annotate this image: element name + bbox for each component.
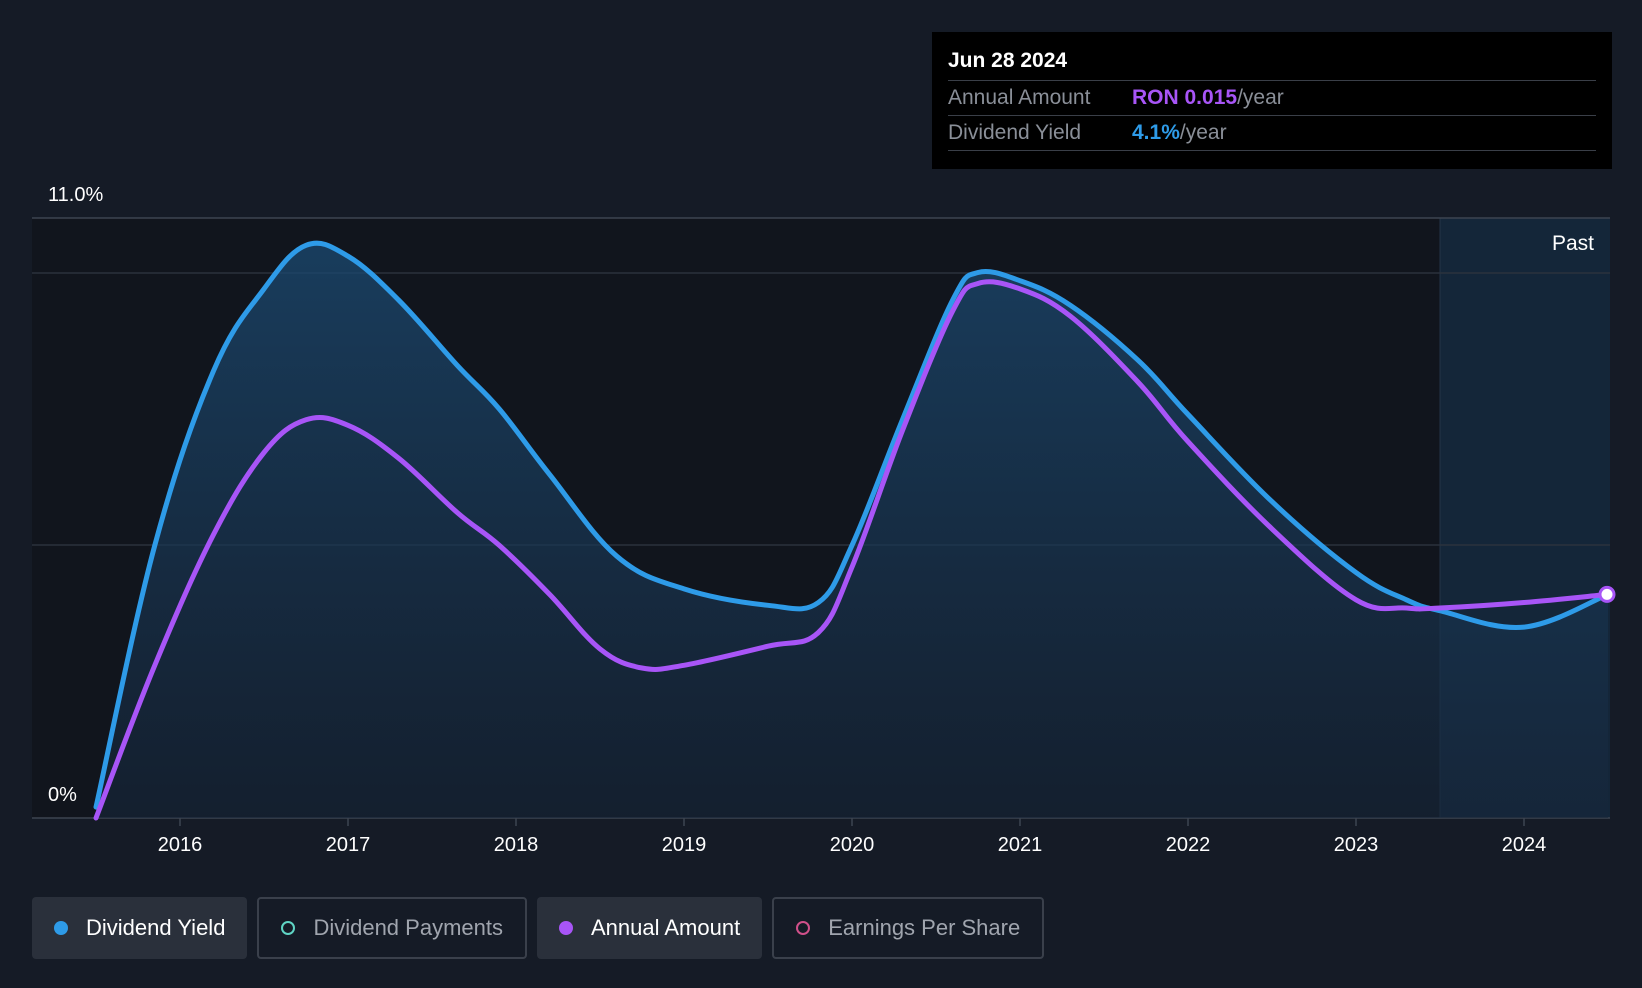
legend-dividend-yield[interactable]: Dividend Yield xyxy=(32,897,248,959)
tooltip-value: RON 0.015/year xyxy=(1132,81,1284,115)
past-label: Past xyxy=(1552,232,1594,255)
x-tick-label: 2023 xyxy=(1334,834,1379,856)
hollow-circle-icon xyxy=(796,921,811,935)
dividend-yield-area xyxy=(96,243,1608,819)
x-tick-label: 2021 xyxy=(998,834,1043,856)
x-tick-label: 2018 xyxy=(494,834,539,856)
legend-label: Annual Amount xyxy=(590,915,741,940)
legend-annual-amount[interactable]: Annual Amount xyxy=(536,897,763,959)
y-tick-label-min: 0% xyxy=(48,784,77,806)
tooltip-row-dividend-yield: Dividend Yield 4.1%/year xyxy=(948,116,1596,151)
legend-earnings-per-share[interactable]: Earnings Per Share xyxy=(772,897,1045,959)
hollow-circle-icon xyxy=(281,921,296,935)
x-tick-label: 2019 xyxy=(662,834,707,856)
x-tick-label: 2024 xyxy=(1502,834,1547,856)
unit-label: /year xyxy=(1179,121,1227,144)
annual-amount-value: RON 0.015 xyxy=(1132,86,1238,109)
tooltip: Jun 28 2024 Annual Amount RON 0.015/year… xyxy=(932,32,1612,169)
x-tick-label: 2017 xyxy=(326,834,371,856)
tooltip-label: Dividend Yield xyxy=(948,121,1082,144)
dividend-yield-line xyxy=(93,240,1611,810)
legend: Dividend Yield Dividend Payments Annual … xyxy=(32,897,1045,959)
x-tick-label: 2020 xyxy=(830,834,875,856)
y-tick-label-max: 11.0% xyxy=(48,184,103,206)
tooltip-value: 4.1%/year xyxy=(1132,116,1227,150)
legend-label: Dividend Payments xyxy=(313,915,503,940)
filled-circle-icon xyxy=(558,921,573,935)
dividend-yield-value: 4.1% xyxy=(1132,121,1180,144)
tooltip-label: Annual Amount xyxy=(948,86,1091,109)
filled-circle-icon xyxy=(54,921,68,935)
x-tick-label: 2016 xyxy=(158,834,203,856)
unit-label: /year xyxy=(1237,86,1284,109)
current-value-marker[interactable] xyxy=(1598,585,1616,603)
legend-label: Dividend Yield xyxy=(86,915,226,940)
annual-amount-line xyxy=(93,279,1611,821)
x-tick-label: 2022 xyxy=(1166,834,1211,856)
legend-label: Earnings Per Share xyxy=(828,915,1021,940)
legend-dividend-payments[interactable]: Dividend Payments xyxy=(257,897,527,959)
tooltip-row-annual-amount: Annual Amount RON 0.015/year xyxy=(948,81,1596,116)
tooltip-date: Jun 28 2024 xyxy=(948,46,1596,81)
